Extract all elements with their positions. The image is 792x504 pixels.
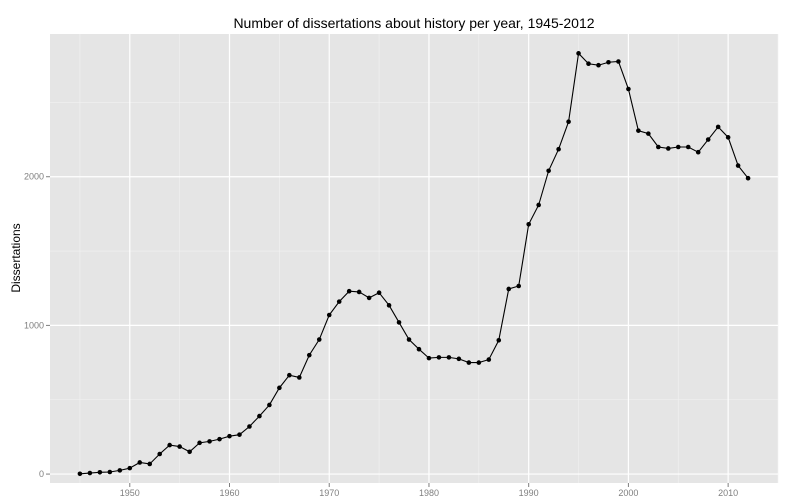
data-point	[257, 413, 262, 419]
data-point	[426, 355, 432, 361]
data-point	[546, 168, 551, 174]
data-point	[496, 337, 502, 343]
y-tick-label: 1000	[24, 320, 44, 330]
data-point	[316, 337, 322, 342]
x-tick-label: 2000	[618, 488, 638, 498]
data-point	[616, 59, 621, 64]
data-point	[436, 355, 442, 360]
data-point	[656, 144, 661, 150]
data-point	[287, 372, 292, 378]
data-point	[366, 295, 372, 301]
data-point	[406, 337, 412, 342]
data-point	[207, 439, 212, 444]
data-point	[87, 470, 93, 476]
data-point	[227, 433, 232, 439]
data-point	[277, 385, 282, 391]
data-point	[566, 119, 571, 125]
data-point	[177, 444, 182, 449]
data-point	[596, 62, 601, 68]
data-point	[586, 61, 591, 67]
data-point	[705, 137, 711, 142]
x-tick-label: 1960	[219, 488, 239, 498]
data-point	[476, 360, 482, 365]
data-point	[157, 451, 162, 457]
x-tick-label: 1970	[319, 488, 339, 498]
grid-major	[50, 34, 778, 483]
data-point	[306, 352, 312, 358]
data-point	[346, 288, 352, 294]
data-point	[685, 144, 691, 150]
data-point	[606, 59, 611, 65]
data-point	[376, 290, 382, 295]
plot-panel	[50, 34, 778, 483]
data-point	[715, 124, 721, 130]
grid-minor	[50, 34, 779, 483]
data-point	[247, 424, 252, 429]
y-tick-label: 0	[39, 469, 44, 479]
x-axis-ticks: 1950 1960 1970 1980 1990 2000 2010	[120, 483, 738, 498]
x-tick-label: 2010	[718, 488, 738, 498]
y-axis-label: Dissertations	[9, 223, 23, 292]
data-point	[297, 375, 302, 380]
data-point	[107, 469, 113, 475]
data-point	[536, 202, 541, 208]
data-points	[77, 51, 751, 477]
data-point	[127, 465, 133, 471]
data-point	[556, 146, 561, 152]
data-point	[576, 51, 581, 56]
data-point	[486, 357, 492, 362]
data-point	[466, 360, 472, 365]
data-point	[386, 303, 392, 308]
data-point	[745, 175, 751, 181]
data-point	[117, 468, 123, 473]
data-point	[506, 286, 512, 292]
x-tick-label: 1950	[120, 488, 140, 498]
data-point	[735, 163, 741, 168]
data-point	[516, 283, 522, 289]
y-axis-ticks: 0 1000 2000	[24, 172, 50, 479]
data-point	[217, 436, 222, 442]
data-point	[147, 461, 153, 467]
data-point	[666, 146, 671, 151]
data-point	[326, 312, 332, 318]
data-point	[137, 460, 143, 465]
data-point	[636, 128, 641, 133]
data-point	[725, 135, 731, 140]
data-point	[396, 320, 402, 325]
data-point	[237, 432, 242, 437]
data-point	[77, 471, 83, 477]
data-point	[526, 222, 531, 227]
y-tick-label: 2000	[24, 172, 44, 182]
data-point	[646, 131, 651, 136]
data-point	[695, 149, 701, 155]
x-tick-label: 1980	[419, 488, 439, 498]
data-point	[626, 86, 631, 92]
data-point	[187, 449, 192, 455]
data-point	[97, 469, 103, 475]
x-tick-label: 1990	[519, 488, 539, 498]
data-point	[197, 440, 202, 446]
data-point	[356, 289, 362, 295]
chart-title: Number of dissertations about history pe…	[233, 15, 594, 31]
data-point	[267, 402, 272, 408]
data-point	[456, 356, 462, 362]
data-point	[416, 346, 422, 352]
data-point	[446, 355, 452, 360]
data-point	[336, 299, 342, 304]
data-point	[167, 442, 172, 448]
data-point	[675, 144, 681, 150]
